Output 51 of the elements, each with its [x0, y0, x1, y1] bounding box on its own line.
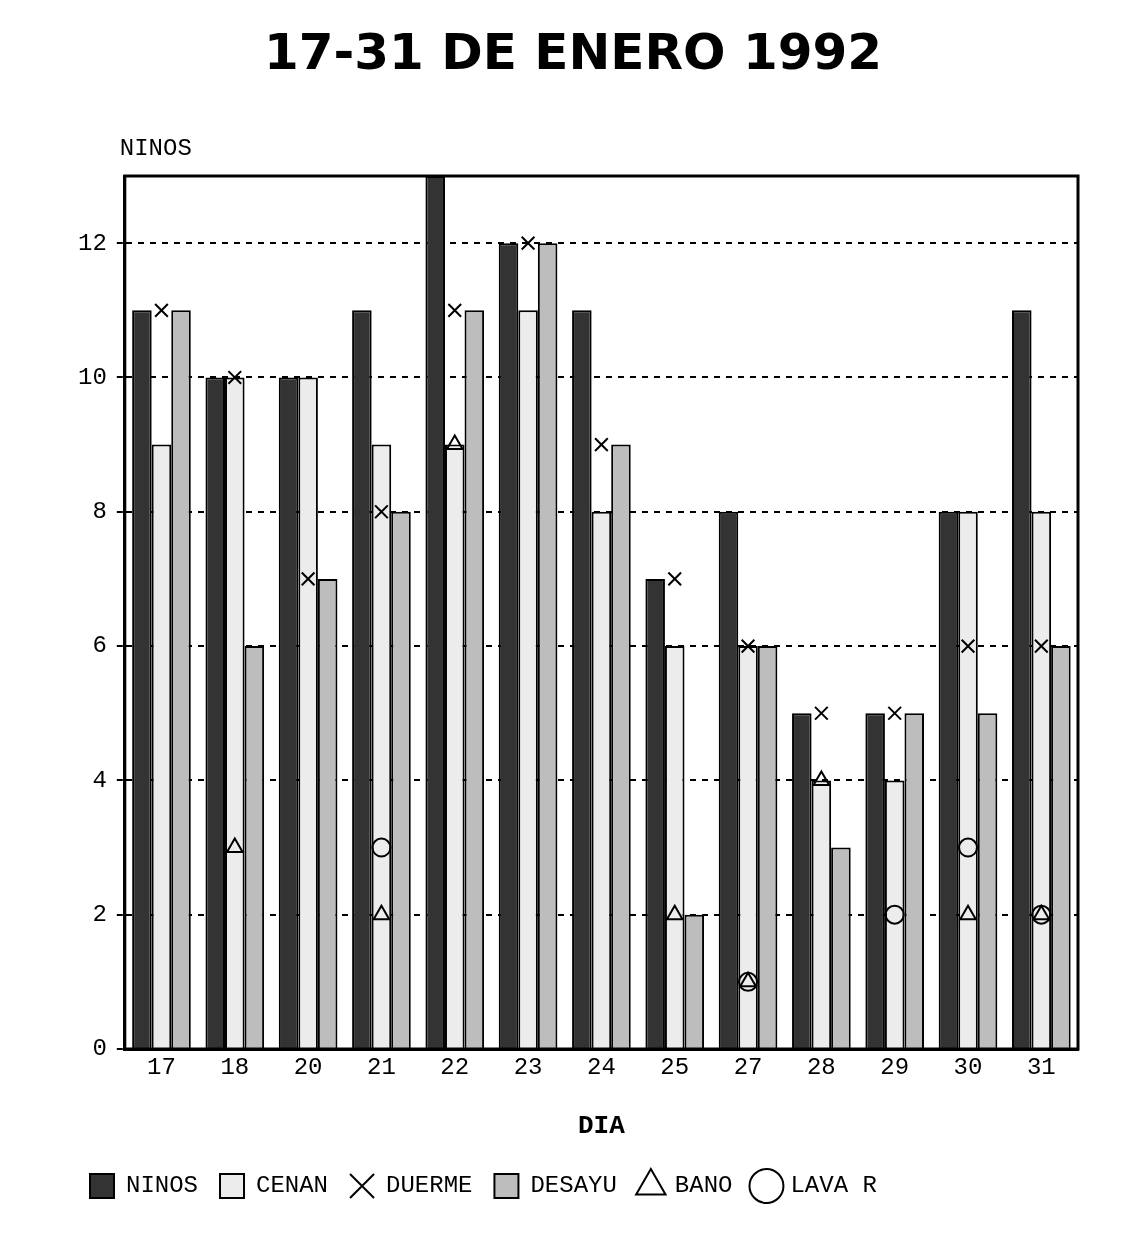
- point: [447, 302, 463, 318]
- point: [374, 504, 389, 520]
- point: [300, 571, 316, 587]
- x-tick-label: 28: [806, 1053, 836, 1081]
- legend-label: DUERME: [386, 1172, 473, 1200]
- point: [740, 638, 756, 654]
- y-tick-label: 6: [92, 632, 107, 660]
- point: [667, 571, 683, 587]
- point: [665, 904, 684, 921]
- y-tick-label: 0: [92, 1035, 107, 1063]
- x-tick-label: 30: [953, 1053, 983, 1081]
- y-axis-title: NINOS: [119, 135, 192, 163]
- y-tick-label: 4: [92, 766, 107, 794]
- x-tick-label: 22: [440, 1053, 470, 1081]
- y-tick-label: 8: [92, 498, 107, 526]
- point: [594, 437, 609, 452]
- point: [445, 434, 464, 451]
- point: [960, 638, 976, 654]
- x-axis-title: DIA: [578, 1110, 626, 1141]
- x-tick-label: 21: [367, 1053, 396, 1081]
- point: [226, 837, 244, 854]
- legend-label: NINOS: [126, 1172, 199, 1200]
- x-tick-label: 24: [587, 1053, 616, 1081]
- point: [814, 705, 829, 721]
- legend-label: CENAN: [256, 1172, 329, 1200]
- legend-label: DESAYU: [530, 1172, 617, 1200]
- point: [887, 705, 903, 721]
- y-tick-label: 2: [92, 901, 107, 929]
- x-tick-label: 20: [293, 1053, 323, 1081]
- point: [154, 302, 169, 318]
- point: [959, 904, 977, 921]
- point: [520, 235, 536, 251]
- point: [372, 904, 391, 921]
- y-tick-label: 10: [77, 363, 107, 391]
- x-tick-label: 17: [147, 1053, 176, 1081]
- point: [371, 837, 392, 858]
- y-tick-label: 12: [77, 229, 107, 257]
- legend-label: BANO: [674, 1172, 733, 1200]
- point: [812, 770, 831, 786]
- x-tick-label: 25: [660, 1053, 690, 1081]
- point: [227, 370, 243, 385]
- point: [884, 904, 905, 925]
- legend-label: LAVA R: [790, 1172, 877, 1200]
- x-tick-label: 18: [220, 1053, 250, 1081]
- x-tick-label: 29: [880, 1053, 910, 1081]
- x-tick-label: 27: [733, 1053, 763, 1081]
- x-tick-label: 23: [513, 1053, 543, 1081]
- point: [1033, 638, 1049, 654]
- x-tick-label: 31: [1026, 1053, 1056, 1081]
- point: [958, 837, 979, 858]
- chart-title: 17-31 DE ENERO 1992: [263, 22, 883, 81]
